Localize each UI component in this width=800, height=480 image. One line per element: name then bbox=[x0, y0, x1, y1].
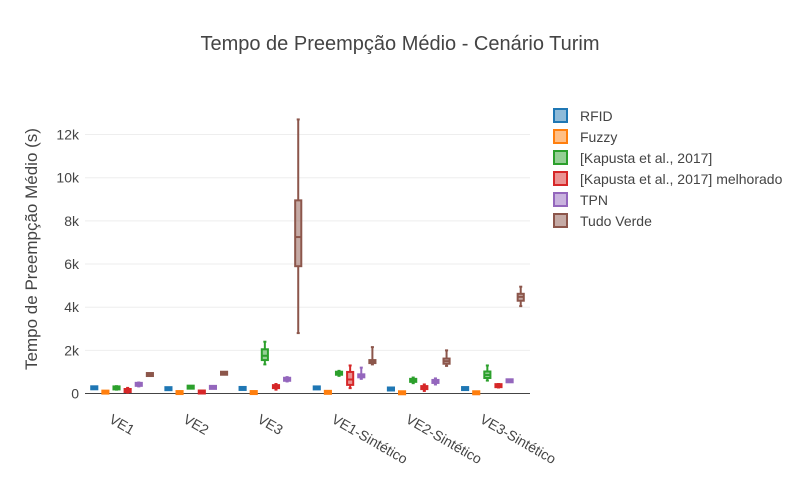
x-tick-label: VE2 bbox=[181, 411, 212, 438]
x-axis-ticks: VE1 VE2 VE3 VE1-SintéticoVE2-SintéticoVE3-S… bbox=[107, 411, 559, 467]
box-3-0 bbox=[123, 386, 132, 394]
legend[interactable]: RFID Fuzzy [Kapusta et al., 2017] [Kapusta … bbox=[553, 108, 783, 229]
y-axis-label: Tempo de Preempção Médio (s) bbox=[22, 128, 41, 370]
boxes bbox=[90, 118, 525, 396]
x-tick-label: VE1 bbox=[107, 411, 138, 438]
y-tick-label: 2k bbox=[64, 342, 80, 358]
legend-label: [Kapusta et al., 2017] melhorado bbox=[580, 171, 783, 187]
box-5-3 bbox=[368, 346, 377, 366]
box-0-3 bbox=[312, 385, 321, 391]
box-4-5 bbox=[505, 378, 514, 384]
legend-item[interactable]: TPN bbox=[553, 192, 608, 208]
box-2-5 bbox=[483, 364, 492, 382]
box-4-0 bbox=[134, 381, 143, 388]
box-3-2 bbox=[271, 383, 281, 391]
legend-swatch bbox=[553, 108, 568, 123]
y-tick-label: 8k bbox=[64, 213, 80, 229]
box-4-1 bbox=[208, 384, 217, 390]
box-body bbox=[294, 199, 303, 268]
x-tick-label: VE2-Sintético bbox=[403, 411, 485, 467]
box-0-1 bbox=[164, 386, 173, 392]
box-body bbox=[260, 348, 269, 362]
box-3-5 bbox=[494, 383, 503, 389]
legend-label: RFID bbox=[580, 108, 613, 124]
box-5-1 bbox=[220, 370, 229, 376]
legend-label: Fuzzy bbox=[580, 129, 617, 145]
box-5-0 bbox=[145, 372, 154, 378]
legend-swatch bbox=[553, 129, 568, 144]
box-1-1 bbox=[175, 390, 184, 396]
box-3-4 bbox=[420, 383, 429, 392]
y-tick-label: 6k bbox=[64, 256, 80, 272]
legend-swatch bbox=[553, 171, 568, 186]
box-4-2 bbox=[283, 376, 292, 383]
chart-title: Tempo de Preempção Médio - Cenário Turim bbox=[200, 33, 599, 55]
box-4-3 bbox=[357, 366, 366, 380]
legend-label: Tudo Verde bbox=[580, 213, 652, 229]
box-1-5 bbox=[472, 390, 481, 396]
box-5-4 bbox=[442, 349, 451, 367]
box-1-0 bbox=[101, 389, 110, 395]
y-tick-label: 12k bbox=[56, 127, 80, 143]
legend-swatch bbox=[553, 192, 568, 207]
y-tick-label: 4k bbox=[64, 299, 80, 315]
legend-label: [Kapusta et al., 2017] bbox=[580, 150, 712, 166]
legend-item[interactable]: [Kapusta et al., 2017] melhorado bbox=[553, 171, 783, 187]
legend-item[interactable]: Tudo Verde bbox=[553, 213, 652, 229]
box-2-2 bbox=[260, 340, 269, 366]
legend-label: TPN bbox=[580, 192, 608, 208]
box-5-2 bbox=[294, 118, 303, 335]
box-3-1 bbox=[197, 389, 206, 395]
box-2-1 bbox=[186, 384, 195, 390]
box-5-5 bbox=[516, 285, 525, 308]
legend-item[interactable]: [Kapusta et al., 2017] bbox=[553, 150, 712, 166]
box-0-0 bbox=[90, 385, 99, 391]
box-body bbox=[346, 370, 355, 386]
box-0-4 bbox=[386, 386, 395, 392]
box-3-3 bbox=[346, 364, 355, 390]
gridlines bbox=[85, 134, 530, 395]
x-tick-label: VE3-Sintético bbox=[477, 411, 559, 467]
legend-item[interactable]: RFID bbox=[553, 108, 613, 124]
box-1-3 bbox=[323, 389, 332, 395]
box-1-2 bbox=[249, 390, 258, 396]
legend-item[interactable]: Fuzzy bbox=[553, 129, 617, 145]
legend-swatch bbox=[553, 150, 568, 165]
box-0-5 bbox=[461, 386, 470, 392]
box-2-4 bbox=[409, 376, 418, 385]
legend-swatch bbox=[553, 213, 568, 228]
box-4-4 bbox=[431, 377, 440, 386]
y-tick-label: 10k bbox=[56, 170, 80, 186]
x-tick-label: VE3 bbox=[255, 411, 286, 438]
box-0-2 bbox=[238, 385, 247, 391]
y-axis-ticks: 0 2k 4k 6k 8k 10k 12k bbox=[56, 127, 80, 402]
box-2-3 bbox=[334, 369, 344, 377]
box-2-0 bbox=[112, 385, 121, 391]
x-tick-label: VE1-Sintético bbox=[329, 411, 411, 467]
y-tick-label: 0 bbox=[71, 386, 79, 402]
box-1-4 bbox=[398, 390, 407, 396]
